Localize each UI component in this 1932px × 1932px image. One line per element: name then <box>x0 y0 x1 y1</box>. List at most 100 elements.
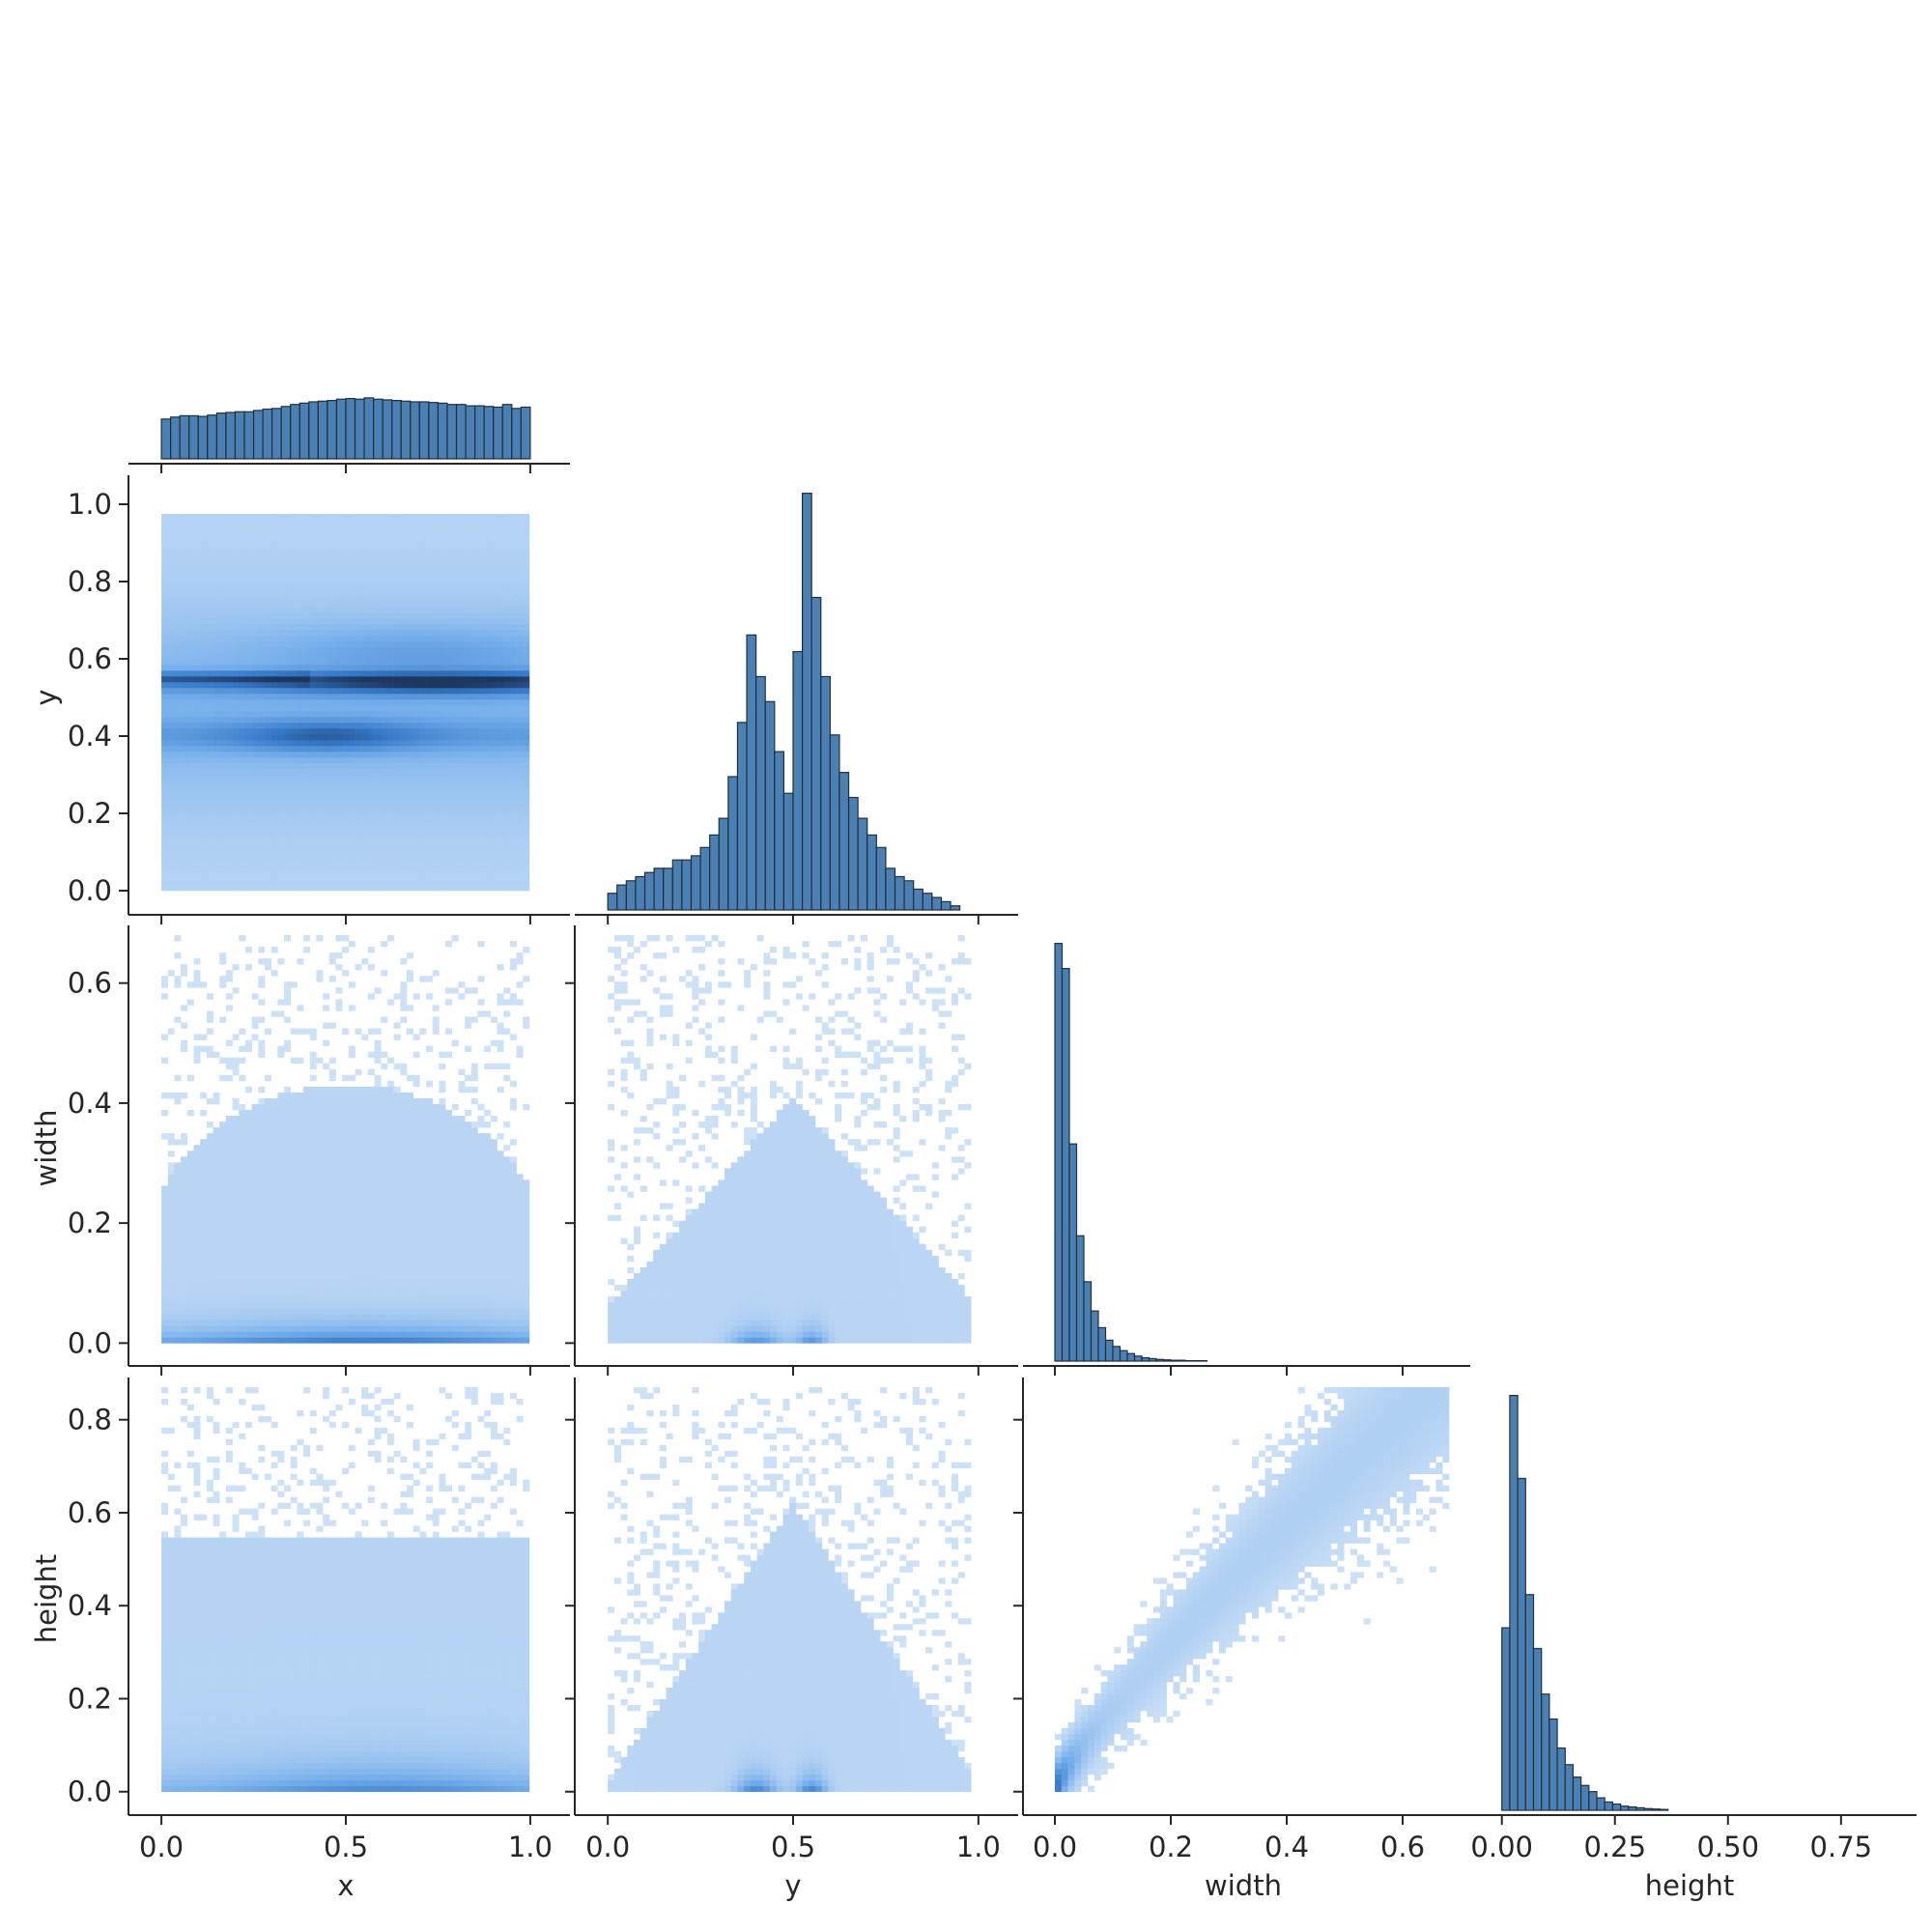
density-cell <box>206 1285 213 1292</box>
density-cell <box>290 1139 298 1146</box>
density-cell <box>303 1249 311 1257</box>
density-cell <box>277 1045 285 1052</box>
density-cell <box>432 781 440 787</box>
density-cell <box>258 607 266 613</box>
density-cell <box>161 1302 169 1309</box>
density-cell <box>239 618 246 625</box>
density-cell <box>303 769 311 776</box>
density-cell <box>193 1179 201 1186</box>
density-cell <box>323 659 330 666</box>
density-cell <box>355 705 362 712</box>
density-cell <box>213 705 220 712</box>
density-cell <box>251 740 259 747</box>
density-cell <box>174 1214 182 1221</box>
density-cell <box>251 769 259 776</box>
density-cell <box>225 1308 233 1315</box>
density-cell <box>258 999 266 1006</box>
density-cell <box>297 1191 304 1198</box>
density-cell <box>303 665 311 671</box>
density-cell <box>523 850 530 857</box>
density-cell <box>386 647 394 654</box>
density-cell <box>193 554 201 561</box>
density-cell <box>251 1331 259 1338</box>
density-cell <box>297 595 304 602</box>
density-cell <box>426 838 434 845</box>
density-cell <box>297 583 304 590</box>
density-cell <box>265 566 271 573</box>
density-cell <box>419 827 427 834</box>
density-cell <box>348 572 355 579</box>
density-cell <box>477 665 485 671</box>
density-cell <box>270 1331 278 1338</box>
density-cell <box>277 723 285 729</box>
density-cell <box>412 838 420 845</box>
density-cell <box>290 1116 298 1122</box>
density-cell <box>174 682 182 689</box>
density-cell <box>342 688 350 695</box>
density-cell <box>232 526 240 532</box>
density-cell <box>297 1255 304 1263</box>
density-cell <box>497 781 504 787</box>
density-cell <box>270 867 278 874</box>
density-cell <box>219 699 227 706</box>
density-cell <box>193 520 201 526</box>
density-cell <box>323 1285 330 1292</box>
density-cell <box>239 1226 246 1234</box>
density-cell <box>181 531 188 538</box>
density-cell <box>490 786 497 793</box>
density-cell <box>181 1308 188 1315</box>
density-cell <box>516 607 524 613</box>
density-cell <box>445 607 453 613</box>
density-cell <box>316 607 324 613</box>
density-cell <box>244 537 252 544</box>
density-cell <box>484 630 492 637</box>
density-cell <box>161 589 169 596</box>
density-cell <box>361 653 369 660</box>
density-cell <box>161 775 169 781</box>
hist-bar-x <box>170 416 181 460</box>
density-cell <box>484 867 492 874</box>
density-cell <box>225 624 233 631</box>
density-cell <box>323 1191 330 1198</box>
density-cell <box>258 705 266 712</box>
density-cell <box>270 1151 278 1157</box>
density-cell <box>386 665 394 671</box>
density-cell <box>323 578 330 584</box>
density-cell <box>167 1133 175 1140</box>
density-cell <box>239 630 246 637</box>
density-cell <box>239 879 246 886</box>
density-cell <box>258 526 266 532</box>
density-cell <box>161 1057 169 1065</box>
density-cell <box>258 821 266 828</box>
density-cell <box>323 647 330 654</box>
density-cell <box>470 838 478 845</box>
density-cell <box>367 566 375 573</box>
density-cell <box>439 526 446 532</box>
density-cell <box>161 867 169 874</box>
density-cell <box>265 769 271 776</box>
density-cell <box>284 670 292 677</box>
density-cell <box>193 705 201 712</box>
density-cell <box>451 757 459 764</box>
density-cell <box>167 699 175 706</box>
density-cell <box>200 554 208 561</box>
density-cell <box>270 601 278 608</box>
density-cell <box>251 682 259 689</box>
density-cell <box>244 769 252 776</box>
density-cell <box>503 792 511 799</box>
density-cell <box>186 682 194 689</box>
density-cell <box>297 1203 304 1209</box>
density-cell <box>174 1314 182 1321</box>
density-cell <box>470 589 478 596</box>
density-cell <box>213 1139 220 1146</box>
density-cell <box>355 537 362 544</box>
density-cell <box>213 1051 220 1059</box>
density-cell <box>290 867 298 874</box>
density-cell <box>523 862 530 868</box>
density-cell <box>381 856 388 863</box>
density-cell <box>174 653 182 660</box>
density-cell <box>490 607 497 613</box>
density-cell <box>309 763 317 770</box>
density-cell <box>225 1057 233 1065</box>
density-cell <box>186 1151 194 1157</box>
